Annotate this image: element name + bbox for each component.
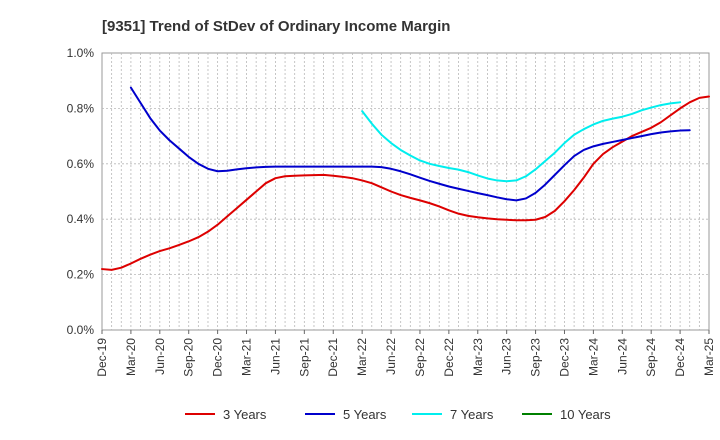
legend-label: 7 Years [450, 407, 494, 422]
x-tick-label: Jun-23 [500, 338, 514, 375]
x-tick-label: Sep-21 [297, 338, 311, 377]
chart-title: [9351] Trend of StDev of Ordinary Income… [102, 18, 450, 35]
y-tick-label: 0.0% [67, 323, 95, 337]
x-tick-label: Sep-24 [644, 338, 658, 377]
y-tick-label: 1.0% [67, 46, 95, 60]
x-tick-label: Sep-22 [413, 338, 427, 377]
x-tick-label: Dec-20 [211, 338, 225, 377]
legend-label: 10 Years [560, 407, 611, 422]
x-tick-label: Mar-24 [586, 338, 600, 376]
x-tick-label: Mar-22 [355, 338, 369, 376]
x-tick-label: Jun-20 [153, 338, 167, 375]
x-tick-label: Dec-22 [442, 338, 456, 377]
y-tick-label: 0.4% [67, 212, 95, 226]
x-axis-ticks: Dec-19 Mar-20 Jun-20 Sep-20 Dec-20 Mar-21 Jun-… [95, 330, 716, 377]
x-tick-label: Sep-23 [529, 338, 543, 377]
x-tick-label: Dec-24 [673, 338, 687, 377]
series-line-3-years [101, 95, 710, 271]
series-line-5-years [129, 86, 691, 202]
legend-label: 3 Years [223, 407, 267, 422]
y-tick-label: 0.2% [67, 268, 95, 282]
series-lines [101, 86, 710, 271]
x-tick-label: Jun-22 [384, 338, 398, 375]
x-tick-label: Mar-20 [124, 338, 138, 376]
x-tick-label: Dec-19 [95, 338, 109, 377]
legend-label: 5 Years [343, 407, 387, 422]
x-tick-label: Mar-21 [240, 338, 254, 376]
x-tick-label: Dec-23 [557, 338, 571, 377]
series-line-7-years [361, 101, 682, 183]
y-tick-label: 0.8% [67, 101, 95, 115]
x-tick-label: Dec-21 [326, 338, 340, 377]
y-tick-label: 0.6% [67, 157, 95, 171]
y-axis-ticks: 0.0% 0.2% 0.4% 0.6% 0.8% 1.0% [67, 46, 95, 337]
x-tick-label: Jun-21 [268, 338, 282, 375]
plot-area [101, 52, 710, 331]
x-tick-label: Sep-20 [182, 338, 196, 377]
x-tick-label: Mar-23 [471, 338, 485, 376]
legend: 3 Years 5 Years 7 Years 10 Years [185, 407, 611, 422]
horizontal-grid [102, 108, 709, 276]
x-tick-label: Mar-25 [702, 338, 716, 376]
x-tick-label: Jun-24 [615, 338, 629, 375]
